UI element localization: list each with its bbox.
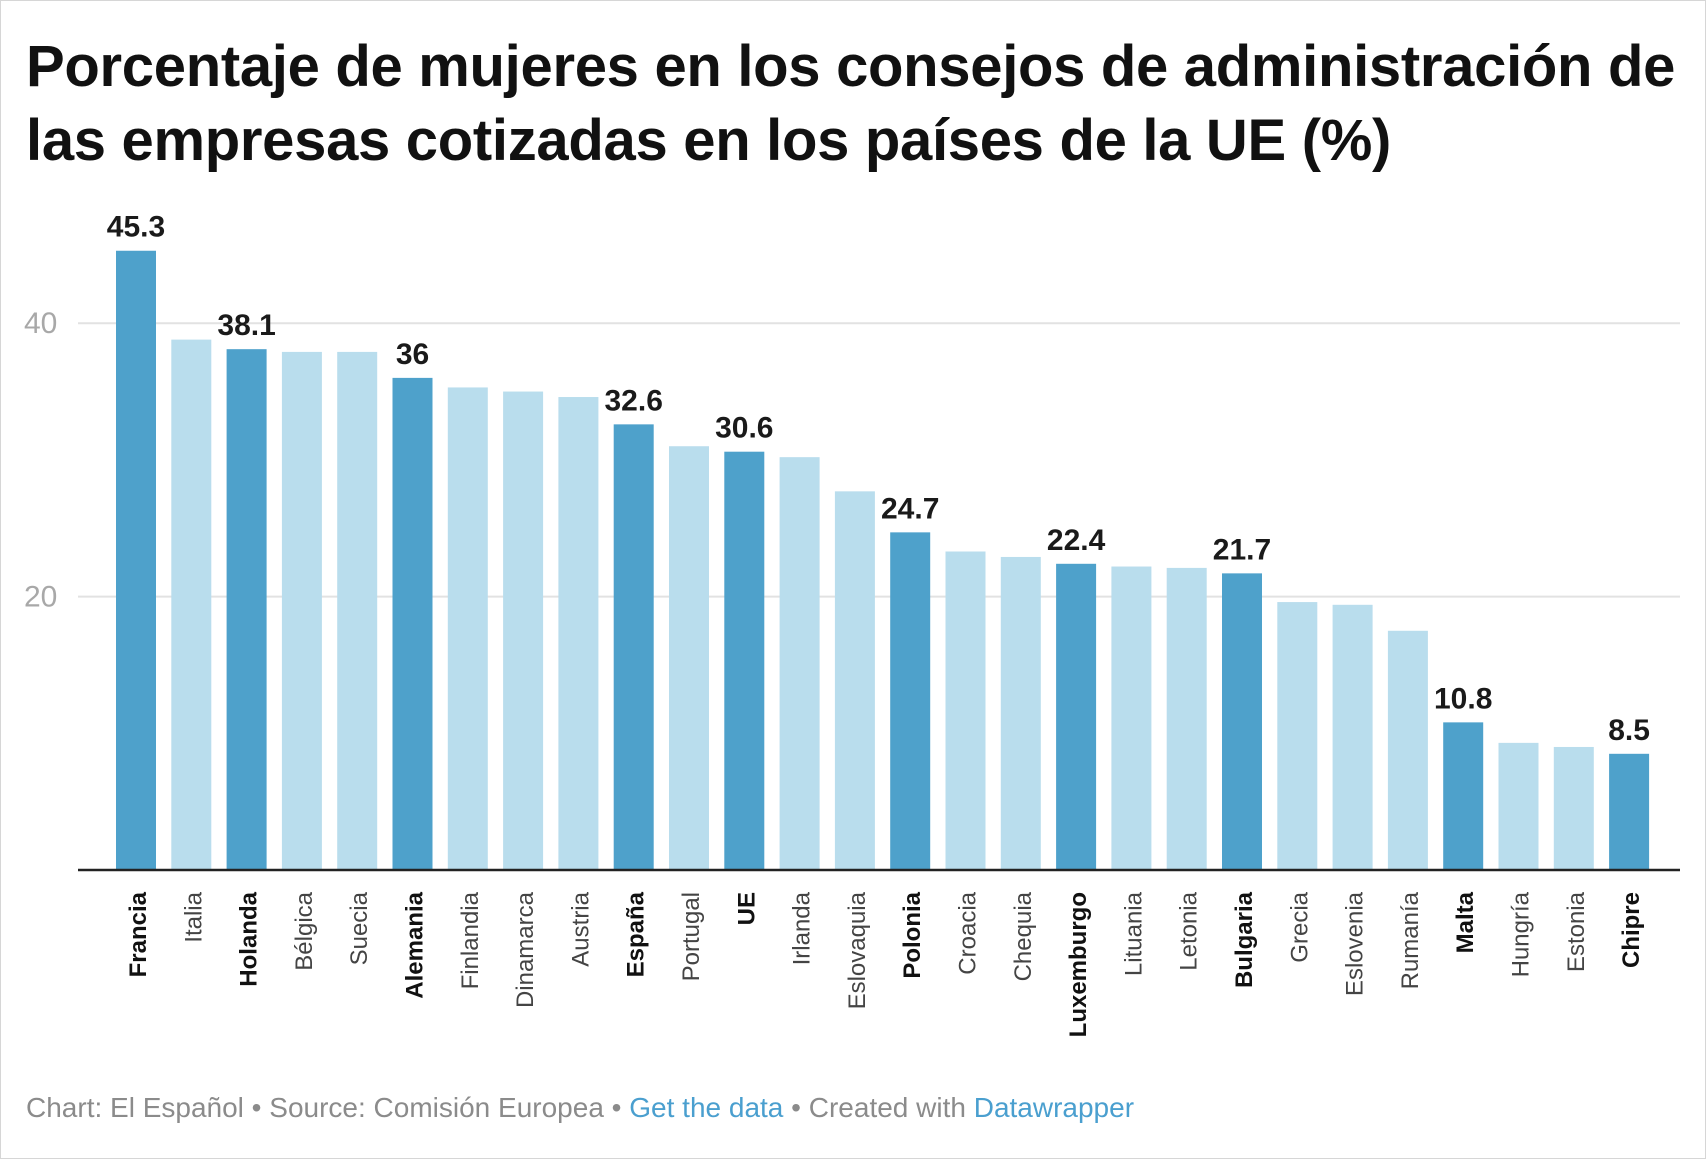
y-tick-label: 20: [24, 581, 57, 614]
bar-croacia: [945, 551, 986, 870]
x-tick-label: Suecia: [346, 891, 373, 965]
x-axis-labels: Francia Italia Holanda Bélgica Suecia Alemani…: [125, 891, 1645, 1037]
bars: [116, 250, 1650, 871]
bar-ue: [724, 451, 765, 870]
bar-holanda: [226, 349, 267, 871]
x-tick-label: Irlanda: [789, 891, 816, 965]
data-labels: 45.3 38.1 36 32.6 30.6 24.7 22.4 21.7 10.8 8.5: [107, 211, 1650, 747]
footer-separator: •: [783, 1092, 809, 1123]
bar-austria: [558, 397, 599, 870]
x-tick-label: Malta: [1452, 891, 1479, 953]
x-tick-label: Alemania: [402, 891, 429, 998]
data-label: 30.6: [715, 412, 773, 445]
footer-separator: •: [243, 1092, 270, 1123]
bar-portugal: [669, 446, 709, 870]
chart-title: Porcentaje de mujeres en los consejos de…: [26, 34, 1676, 173]
bar-luxemburgo: [1056, 563, 1097, 870]
x-tick-label: Polonia: [899, 891, 926, 978]
x-tick-label: Holanda: [236, 891, 263, 986]
data-label: 21.7: [1213, 533, 1271, 566]
x-tick-label: Francia: [125, 891, 152, 977]
bar-chequia: [1000, 556, 1041, 870]
chart-footer: Chart: El Español • Source: Comisión Eur…: [26, 1092, 1134, 1124]
bar-polonia: [890, 532, 931, 870]
bar-alemania: [392, 377, 433, 870]
x-tick-label: UE: [733, 892, 760, 925]
bar-eslovaquia: [834, 491, 875, 870]
data-label: 24.7: [881, 492, 939, 525]
x-tick-label: Luxemburgo: [1065, 892, 1092, 1037]
data-label: 36: [396, 338, 429, 371]
x-tick-label: Chipre: [1618, 892, 1645, 968]
bar-bulgaria: [1222, 573, 1262, 870]
bar-italia: [171, 339, 212, 870]
bar-eslovenia: [1332, 604, 1373, 870]
bar-estonia: [1553, 746, 1594, 870]
x-tick-label: Finlandia: [457, 891, 484, 989]
x-tick-label: Bélgica: [291, 891, 318, 970]
x-tick-label: España: [623, 891, 650, 977]
bar-malta: [1443, 722, 1484, 870]
bar-grecia: [1277, 602, 1318, 870]
bar-hungría: [1498, 742, 1539, 870]
x-tick-label: Italia: [180, 891, 207, 942]
y-tick-label: 40: [24, 307, 57, 340]
bar-bélgica: [281, 351, 322, 871]
x-tick-label: Grecia: [1286, 891, 1313, 962]
x-tick-label: Portugal: [678, 892, 705, 981]
bar-francia: [116, 250, 156, 870]
data-label: 22.4: [1047, 524, 1106, 557]
x-tick-label: Letonia: [1176, 891, 1203, 970]
data-label: 38.1: [217, 309, 275, 342]
footer-source: Source: Comisión Europea: [269, 1092, 604, 1123]
get-the-data-link[interactable]: Get the data: [629, 1092, 784, 1123]
x-tick-label: Lituania: [1120, 891, 1147, 976]
bar-finlandia: [447, 387, 488, 870]
data-label: 10.8: [1434, 682, 1492, 715]
x-tick-label: Croacia: [955, 891, 982, 974]
x-tick-label: Hungría: [1508, 891, 1535, 977]
bar-suecia: [337, 351, 378, 871]
bar-rumanía: [1387, 630, 1428, 870]
data-label: 8.5: [1608, 714, 1650, 747]
bar-irlanda: [779, 457, 820, 870]
x-tick-label: Estonia: [1563, 891, 1590, 972]
x-tick-label: Eslovenia: [1342, 891, 1369, 996]
bar-letonia: [1166, 567, 1207, 870]
data-label: 32.6: [605, 384, 663, 417]
x-tick-label: Chequia: [1010, 891, 1037, 981]
data-label: 45.3: [107, 211, 165, 244]
footer-separator: •: [603, 1092, 630, 1123]
footer-chart-credit: Chart: El Español: [26, 1092, 244, 1123]
bar-españa: [613, 424, 654, 870]
x-tick-label: Eslovaquia: [844, 891, 871, 1009]
x-tick-label: Austria: [567, 891, 594, 966]
bar-lituania: [1111, 566, 1152, 870]
bar-dinamarca: [503, 391, 544, 870]
x-tick-label: Rumanía: [1397, 891, 1424, 989]
x-tick-label: Bulgaria: [1231, 891, 1258, 988]
datawrapper-link[interactable]: Datawrapper: [973, 1092, 1135, 1123]
bar-chipre: [1609, 753, 1650, 870]
x-tick-label: Dinamarca: [512, 891, 539, 1008]
footer-created-with: Created with: [808, 1092, 966, 1123]
